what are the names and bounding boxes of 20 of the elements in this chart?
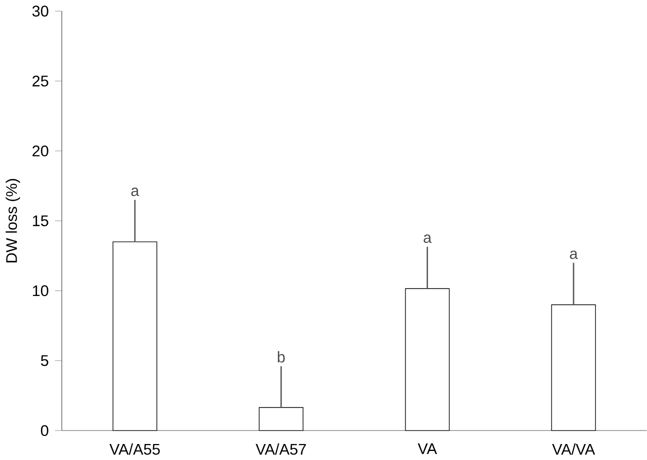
bar bbox=[112, 241, 158, 431]
y-tick-label: 15 bbox=[32, 215, 48, 226]
annotation: a bbox=[570, 250, 578, 259]
y-tick-label: 10 bbox=[32, 285, 48, 296]
bar bbox=[405, 288, 450, 431]
x-tick-label: VA/A55 bbox=[109, 443, 160, 455]
bar bbox=[258, 406, 304, 431]
y-tick-label: 20 bbox=[32, 145, 48, 156]
annotation: b bbox=[278, 350, 285, 362]
x-tick-label: VA/A57 bbox=[256, 443, 306, 455]
y-tick-label: 5 bbox=[40, 355, 48, 366]
y-tick-label: 25 bbox=[32, 75, 48, 86]
y-tick-label: 30 bbox=[32, 5, 48, 16]
x-tick-label: VA bbox=[418, 443, 438, 454]
annotation: a bbox=[424, 234, 432, 243]
bar bbox=[551, 304, 596, 431]
annotation: a bbox=[131, 187, 140, 196]
x-tick-label: VA/VA bbox=[552, 443, 596, 455]
y-axis-title: DW loss (%) bbox=[6, 178, 20, 262]
y-tick-label: 0 bbox=[40, 424, 48, 436]
